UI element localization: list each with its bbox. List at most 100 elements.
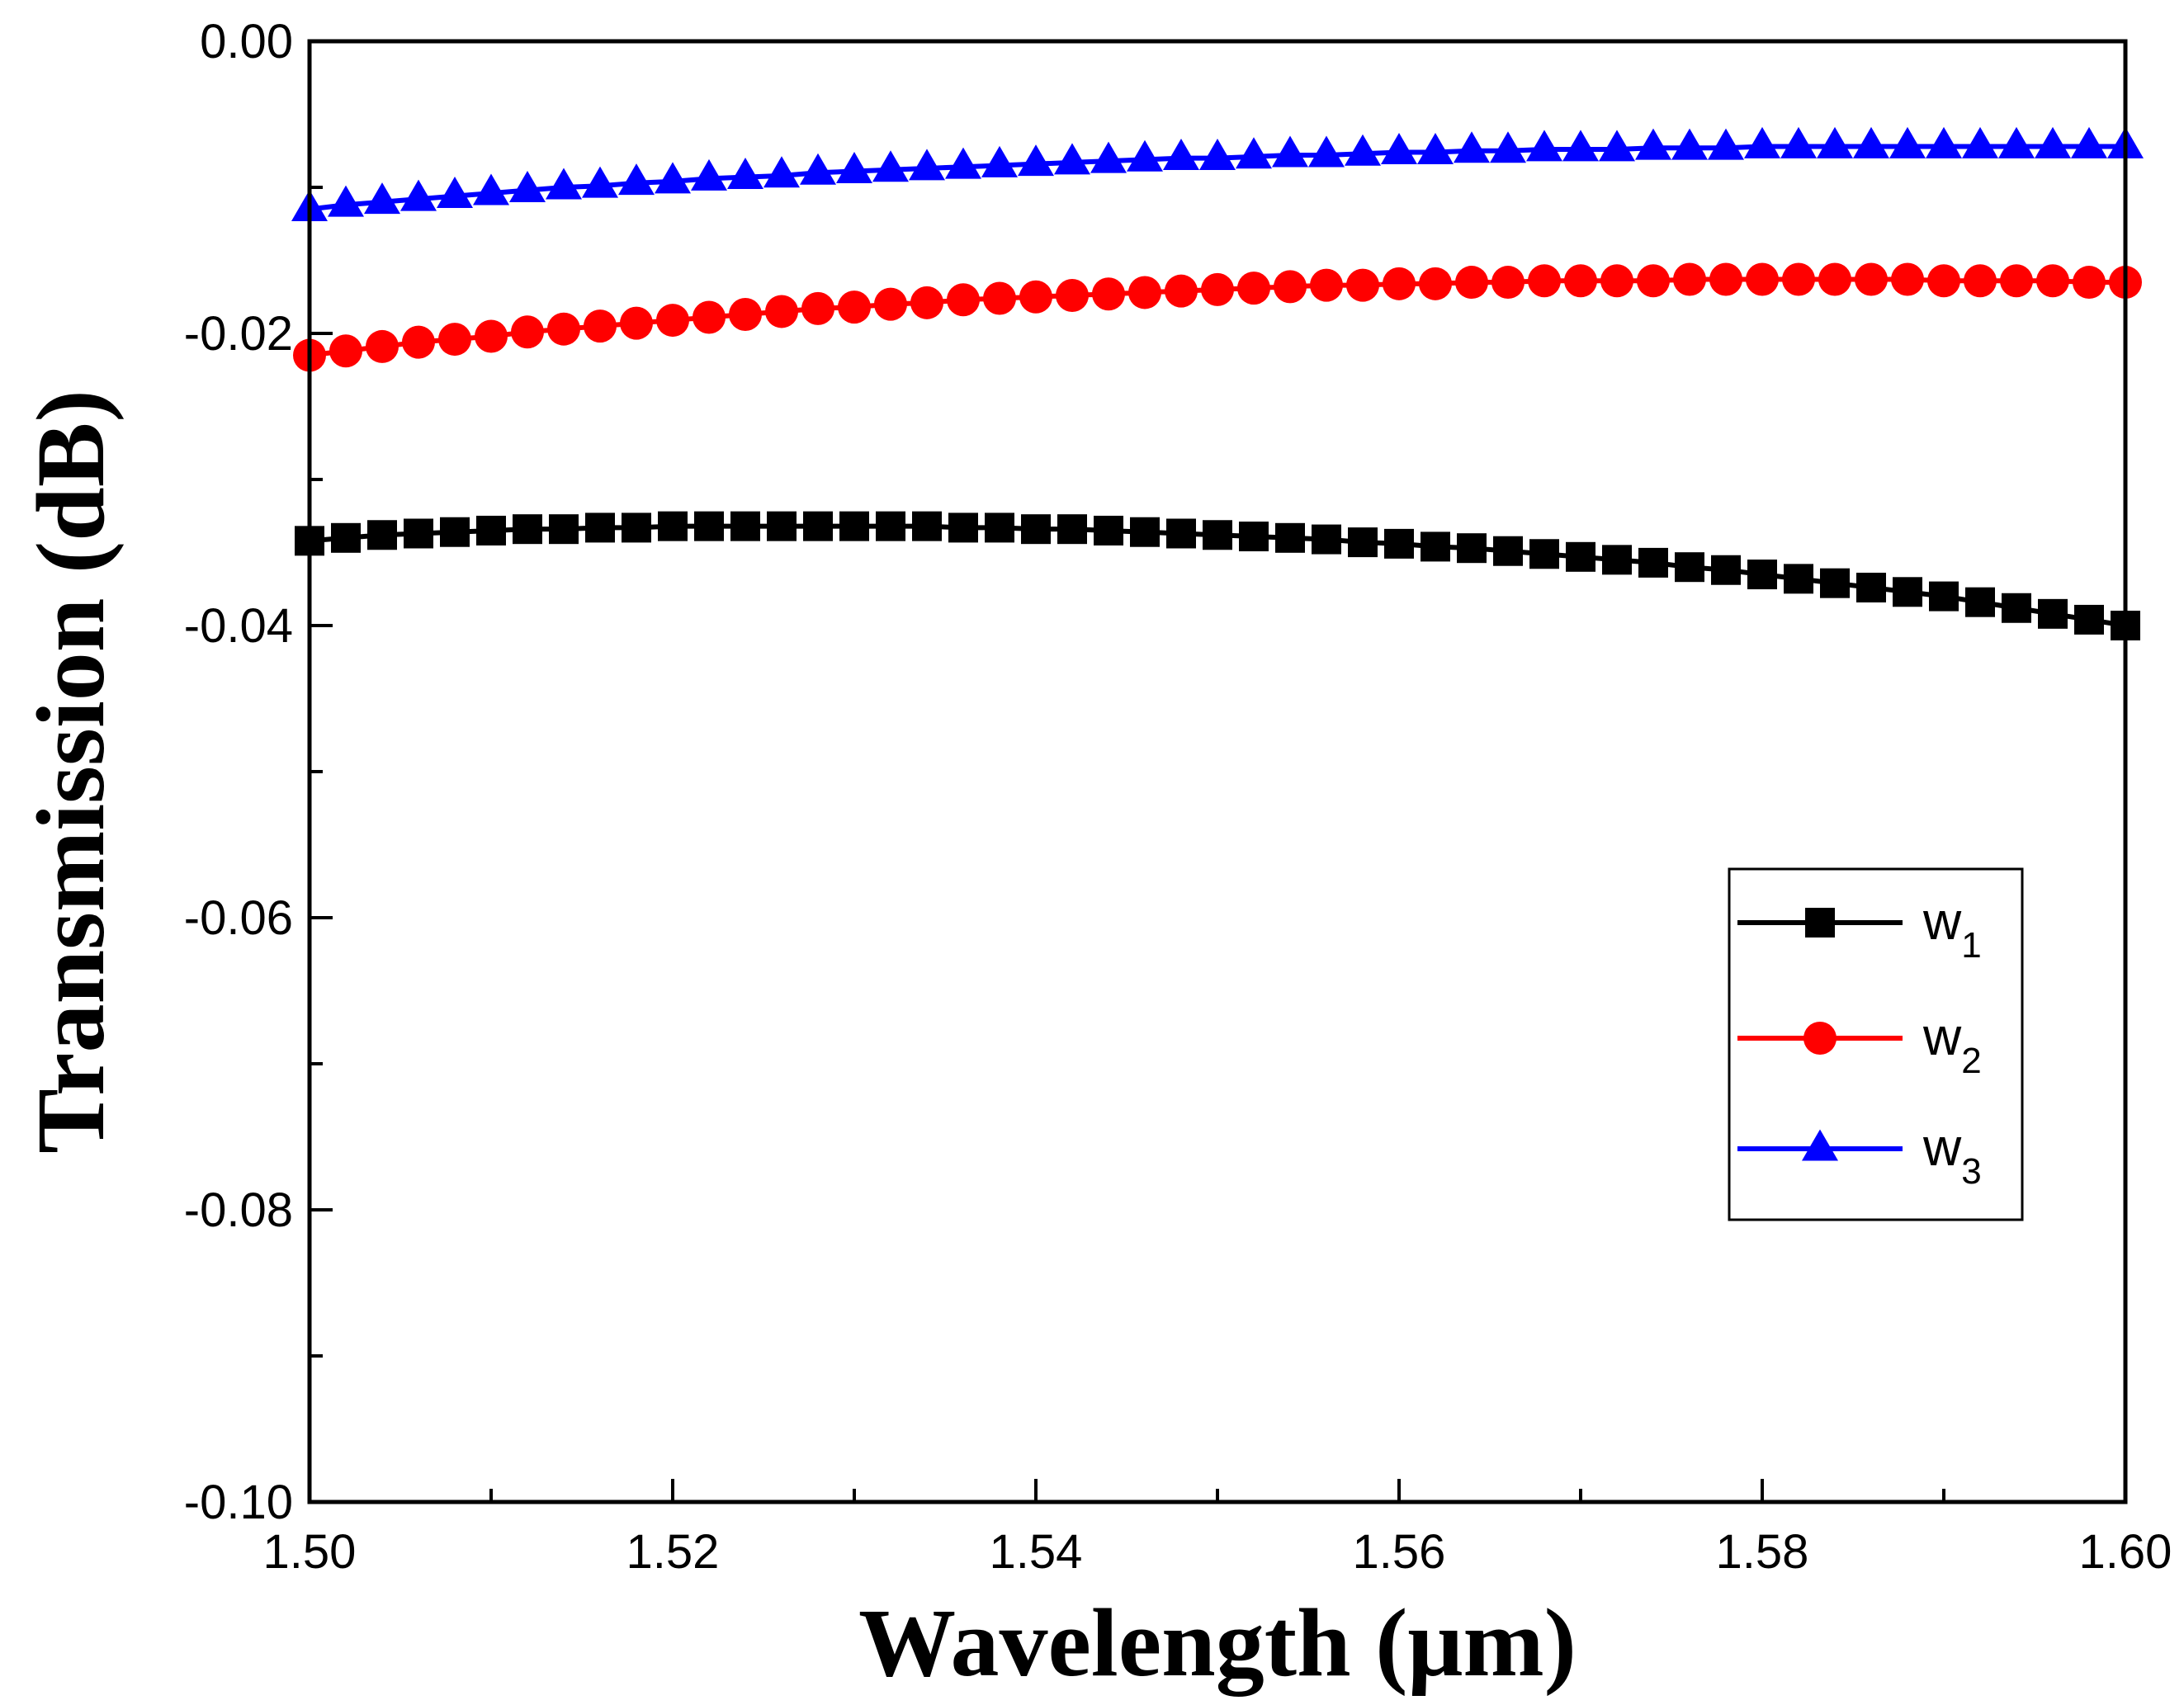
data-point-w2 bbox=[1891, 262, 1924, 296]
data-point-w1 bbox=[1457, 533, 1487, 564]
axis-ticks bbox=[308, 40, 2127, 1504]
data-point-w2 bbox=[1274, 270, 1307, 304]
data-point-w3 bbox=[1671, 128, 1708, 160]
data-point-w1 bbox=[1929, 581, 1959, 612]
data-point-w1 bbox=[1130, 517, 1160, 547]
legend-label-w1: w1 bbox=[1922, 891, 1982, 966]
data-point-w3 bbox=[1708, 128, 1744, 160]
data-point-w1 bbox=[1747, 560, 1777, 590]
data-point-w2 bbox=[765, 295, 798, 328]
data-point-w1 bbox=[803, 511, 833, 541]
data-point-w1 bbox=[1638, 547, 1668, 578]
data-point-w3 bbox=[691, 158, 727, 191]
data-point-w2 bbox=[874, 287, 907, 321]
data-point-w3 bbox=[1090, 141, 1127, 173]
data-point-w3 bbox=[1236, 137, 1272, 169]
data-point-w3 bbox=[1780, 126, 1817, 158]
data-point-w2 bbox=[2036, 264, 2069, 298]
data-point-w1 bbox=[1820, 568, 1850, 598]
data-point-w2 bbox=[1709, 262, 1742, 296]
data-point-w3 bbox=[1308, 135, 1345, 168]
data-point-w3 bbox=[727, 158, 763, 190]
legend-box bbox=[1728, 867, 2024, 1221]
legend-marker-w3 bbox=[1802, 1129, 1838, 1161]
data-point-w1 bbox=[912, 511, 942, 541]
data-point-w2 bbox=[1455, 266, 1488, 300]
data-point-w3 bbox=[800, 153, 836, 185]
data-point-w1 bbox=[1856, 572, 1886, 602]
data-point-w3 bbox=[1417, 132, 1454, 164]
data-point-w1 bbox=[1348, 527, 1378, 558]
data-point-w1 bbox=[1384, 528, 1414, 559]
legend: w1 w2 w3 bbox=[1728, 867, 2024, 1221]
data-point-w2 bbox=[329, 334, 362, 368]
data-point-w2 bbox=[947, 283, 980, 317]
y-axis-title: Transmission (dB) bbox=[17, 390, 125, 1154]
data-point-w3 bbox=[437, 177, 473, 209]
data-point-w1 bbox=[985, 512, 1014, 543]
data-point-w1 bbox=[876, 511, 905, 541]
data-point-w3 bbox=[1018, 144, 1054, 177]
x-tick-label: 1.50 bbox=[263, 1525, 357, 1579]
data-point-w2 bbox=[438, 323, 471, 357]
data-point-w3 bbox=[364, 182, 400, 215]
y-tick-label: -0.02 bbox=[184, 307, 293, 361]
data-point-w1 bbox=[1493, 536, 1523, 566]
data-point-w2 bbox=[366, 329, 399, 363]
data-point-w1 bbox=[730, 511, 760, 541]
y-tick-label: -0.06 bbox=[184, 891, 293, 945]
data-point-w2 bbox=[1673, 262, 1706, 296]
x-tick-label: 1.60 bbox=[2079, 1525, 2172, 1579]
x-tick-label: 1.56 bbox=[1353, 1525, 1446, 1579]
data-point-w1 bbox=[367, 520, 397, 550]
data-point-w3 bbox=[981, 145, 1018, 177]
data-point-w3 bbox=[945, 147, 981, 179]
x-axis-title: Wavelength (μm) bbox=[858, 1589, 1577, 1697]
data-point-w2 bbox=[1782, 262, 1815, 296]
data-point-w2 bbox=[511, 315, 544, 349]
data-point-w1 bbox=[1021, 514, 1051, 545]
data-point-w3 bbox=[836, 151, 872, 183]
x-tick-label: 1.52 bbox=[626, 1525, 720, 1579]
data-point-w1 bbox=[1784, 564, 1813, 594]
data-point-w1 bbox=[440, 517, 470, 547]
data-point-w1 bbox=[767, 511, 797, 541]
y-tick-label: -0.10 bbox=[184, 1476, 293, 1529]
legend-entry-w1: w1 bbox=[1737, 891, 1982, 966]
data-point-w2 bbox=[1019, 280, 1052, 314]
legend-marker-w2 bbox=[1803, 1022, 1837, 1055]
data-point-w1 bbox=[476, 515, 506, 546]
data-point-w2 bbox=[983, 281, 1016, 315]
data-point-w2 bbox=[801, 291, 834, 325]
data-point-w1 bbox=[513, 514, 542, 545]
data-point-w2 bbox=[1564, 264, 1597, 298]
data-point-w1 bbox=[1602, 545, 1632, 575]
data-point-w2 bbox=[1964, 264, 1997, 298]
data-point-w2 bbox=[1528, 264, 1561, 298]
data-point-w3 bbox=[909, 149, 945, 181]
data-point-w3 bbox=[1599, 130, 1635, 162]
data-point-w3 bbox=[1381, 132, 1417, 164]
data-point-w1 bbox=[839, 511, 869, 541]
data-point-w1 bbox=[1529, 539, 1559, 569]
data-point-w3 bbox=[1853, 126, 1889, 158]
data-point-w2 bbox=[656, 304, 689, 338]
legend-marker-w1 bbox=[1805, 908, 1835, 938]
data-point-w1 bbox=[1675, 552, 1704, 583]
data-point-w3 bbox=[1562, 130, 1599, 162]
y-tick-label: -0.04 bbox=[184, 599, 293, 653]
data-point-w2 bbox=[2000, 264, 2033, 298]
data-point-w3 bbox=[1962, 126, 1998, 158]
data-point-w2 bbox=[910, 286, 943, 319]
data-point-w3 bbox=[618, 163, 655, 196]
data-point-w2 bbox=[1092, 277, 1125, 311]
data-point-w2 bbox=[1056, 278, 1089, 312]
data-point-w3 bbox=[1889, 126, 1926, 158]
data-point-w3 bbox=[328, 185, 364, 217]
data-point-w2 bbox=[1491, 266, 1525, 300]
data-point-w3 bbox=[1635, 128, 1671, 160]
data-point-w1 bbox=[585, 512, 615, 543]
data-point-w1 bbox=[1893, 577, 1922, 607]
data-point-w1 bbox=[404, 518, 433, 549]
